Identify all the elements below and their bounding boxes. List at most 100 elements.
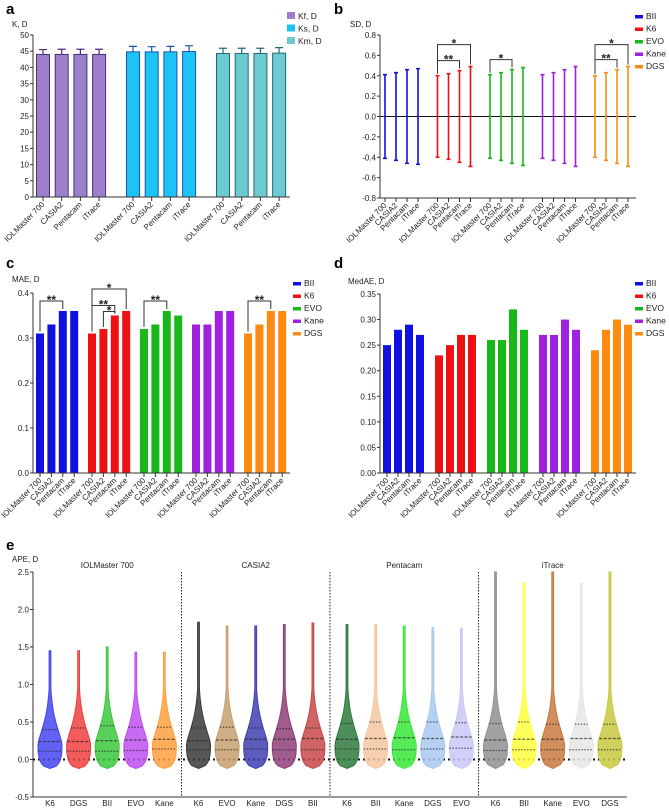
y-tick-label: 0.0 [18, 756, 30, 765]
bar [214, 311, 223, 473]
legend-swatch [635, 52, 643, 56]
significance-bracket [102, 311, 116, 327]
x-tick-label: iTrace [81, 200, 103, 222]
violin [66, 650, 92, 770]
y-tick-label: -0.2 [362, 133, 376, 142]
y-tick-label: 1.0 [18, 681, 30, 690]
legend-label: Ks, D [298, 24, 319, 34]
significance-bracket [437, 60, 460, 74]
error-bar [129, 45, 137, 52]
sd-error-bar [510, 68, 514, 165]
violin [185, 621, 212, 770]
violin [243, 625, 269, 770]
sd-error-bar [540, 73, 545, 160]
y-tick-label: 0.4 [18, 289, 30, 298]
y-tick-label: 0.35 [360, 290, 376, 299]
significance-label: * [499, 52, 504, 66]
group-title: IOLMaster 700 [81, 561, 134, 570]
bar [613, 319, 621, 473]
sd-error-bar [446, 72, 451, 161]
legend-label: EVO [646, 303, 664, 313]
bar [624, 324, 632, 473]
sd-error-bar [457, 69, 462, 164]
bar [539, 334, 547, 473]
legend-swatch [293, 282, 301, 286]
legend-label: DGS [646, 328, 665, 338]
bar [591, 350, 599, 473]
y-tick-label: 0.0 [18, 469, 30, 478]
bar [278, 311, 287, 473]
y-tick-label: 10 [20, 161, 29, 170]
sd-error-bar [499, 71, 503, 162]
x-tick-label: DGS [70, 799, 87, 808]
legend-swatch [287, 37, 295, 44]
sd-error-bar [562, 68, 567, 165]
x-tick-label: K6 [45, 799, 55, 808]
significance-label: * [452, 37, 457, 51]
legend-label: BII [304, 278, 314, 288]
bar [498, 340, 506, 473]
y-tick-label: 0.1 [18, 424, 30, 433]
legend-label: EVO [646, 36, 664, 46]
y-tick-label: 50 [20, 31, 29, 40]
x-tick-label: Kane [543, 799, 562, 808]
significance-bracket [39, 300, 64, 332]
legend-swatch [635, 319, 643, 323]
bar [47, 324, 56, 473]
sd-error-bar [383, 73, 387, 160]
y-tick-label: -0.8 [362, 194, 376, 203]
bar [520, 329, 528, 473]
significance-bracket [91, 305, 116, 332]
legend-label: Km, D [298, 36, 322, 46]
panel-a: a K, D 0 5 10 15 20 25 30 35 40 45 50 Kf, D Ks, D Km, D… [3, 1, 322, 244]
x-tick-label: DGS [276, 799, 293, 808]
y-tick-label: 0.0 [365, 113, 377, 122]
sd-error-bar [435, 74, 440, 159]
y-tick-label: 1.5 [18, 643, 30, 652]
significance-label: * [107, 304, 112, 318]
bar [54, 53, 69, 198]
violin [511, 582, 537, 770]
panel-letter: e [6, 537, 14, 554]
legend-swatch [635, 65, 643, 69]
bar [487, 340, 495, 473]
error-bar [219, 47, 227, 54]
x-tick-label: Kane [246, 799, 265, 808]
bar [226, 311, 235, 473]
x-tick-label: K6 [342, 799, 352, 808]
legend-swatch [293, 332, 301, 336]
sd-error-bar [551, 71, 556, 162]
x-tick-label: Kane [155, 799, 174, 808]
y-tick-label: 0.05 [360, 443, 376, 452]
sd-error-bar [521, 66, 525, 167]
violin [334, 624, 360, 770]
x-tick-label: DGS [424, 799, 441, 808]
significance-label: ** [47, 293, 57, 307]
bar [255, 324, 264, 473]
y-tick-label: 0.15 [360, 392, 376, 401]
significance-bracket [437, 44, 471, 74]
error-bar [57, 48, 66, 55]
group-title: CASIA2 [242, 561, 271, 570]
panel-letter: b [334, 1, 343, 18]
panel-d: d MedAE, D 0.00 0.05 0.10 0.15 0.20 0.25 0.30 0.3… [334, 255, 666, 520]
bar [88, 333, 96, 473]
bar [468, 334, 476, 473]
legend-label: Kf, D [298, 11, 317, 21]
bar [182, 51, 197, 198]
legend-label: BII [646, 11, 656, 21]
legend-swatch [287, 24, 295, 32]
error-bar [147, 46, 156, 52]
y-tick-label: -0.6 [362, 174, 376, 183]
x-tick-label: iTrace [171, 200, 193, 222]
legend-swatch [293, 319, 301, 323]
bar [266, 311, 275, 473]
panel-letter: a [6, 1, 15, 18]
y-tick-label: 20 [20, 128, 29, 137]
bar [234, 52, 249, 198]
legend-label: K6 [304, 291, 315, 301]
sd-error-bar [593, 74, 597, 159]
y-tick-label: 0.10 [360, 418, 376, 427]
bar [99, 329, 108, 473]
